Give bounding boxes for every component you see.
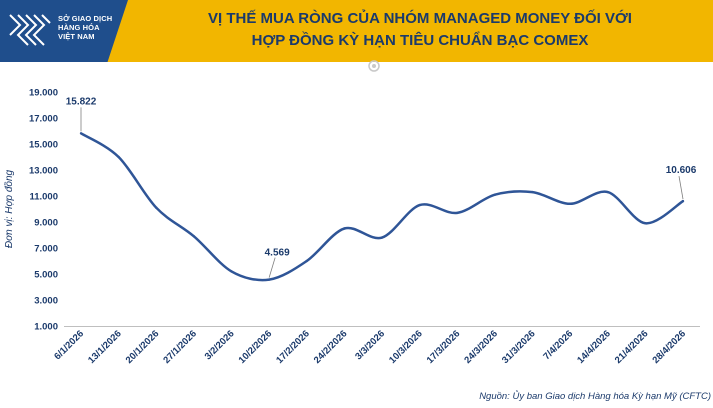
data-point [681,199,685,203]
x-tick-label: 10/3/2026 [387,328,425,366]
x-tick-label: 31/3/2026 [500,328,538,366]
data-point [230,270,233,273]
x-tick-label: 7/4/2026 [541,328,575,362]
data-point [380,236,384,239]
y-tick-label: 15.000 [29,140,58,151]
y-tick-label: 19.000 [29,88,58,99]
series-line [80,132,684,282]
data-point [155,206,158,209]
y-tick-label: 3.000 [34,296,58,307]
y-tick-label: 1.000 [34,322,58,333]
x-tick-label: 14/4/2026 [575,328,613,366]
x-tick-label: 6/1/2026 [52,328,86,362]
data-point [192,235,196,238]
y-tick-label: 7.000 [34,244,58,255]
y-tick-label: 9.000 [34,218,58,229]
x-tick-label: 21/4/2026 [613,328,651,366]
data-label: 15.822 [66,96,97,107]
x-tick-label: 10/2/2026 [237,328,275,366]
y-tick-label: 17.000 [29,114,58,125]
x-tick-label: 27/1/2026 [161,328,199,366]
data-point [644,222,647,225]
logo-mark-icon [9,14,51,46]
x-tick-label: 24/2/2026 [312,328,350,366]
data-label-leader [268,257,276,278]
header-banner: SỞ GIAO DỊCH HÀNG HÓA VIỆT NAM VỊ THẾ MU… [0,0,713,62]
title-line-2: HỢP ĐỒNG KỲ HẠN TIÊU CHUẨN BẠC COMEX [251,32,589,49]
data-point [79,132,83,135]
y-tick-label: 13.000 [29,166,58,177]
x-tick-label: 13/1/2026 [86,328,124,366]
data-point [267,278,271,281]
y-axis-label: Đơn vị: Hợp đồng [3,169,15,248]
logo-line-2: HÀNG HÓA [58,23,100,32]
title-line-1: VỊ THẾ MUA RÒNG CỦA NHÓM MANAGED MONEY Đ… [208,10,632,27]
data-point [117,155,120,159]
data-label-leader [678,176,684,200]
data-point [531,190,534,194]
x-tick-label: 3/2/2026 [203,328,237,362]
x-tick-label: 20/1/2026 [124,328,162,366]
x-tick-label: 17/2/2026 [274,328,312,366]
data-point [568,202,572,205]
logo: SỞ GIAO DỊCH HÀNG HÓA VIỆT NAM [0,0,128,62]
data-label: 10.606 [666,165,697,176]
logo-text: SỞ GIAO DỊCH HÀNG HÓA VIỆT NAM [58,14,112,41]
logo-line-3: VIỆT NAM [58,32,95,41]
y-tick-label: 5.000 [34,270,58,281]
x-tick-label: 28/4/2026 [650,328,688,366]
watermark-icon [368,60,380,72]
page-title: VỊ THẾ MUA RÒNG CỦA NHÓM MANAGED MONEY Đ… [140,8,700,52]
x-tick-label: 24/3/2026 [462,328,500,366]
data-point [456,211,459,215]
data-point [305,259,308,263]
data-point [418,203,421,207]
x-tick-label: 17/3/2026 [425,328,463,366]
x-tick-label: 3/3/2026 [353,328,387,362]
source-note: Nguồn: Ủy ban Giao dịch Hàng hóa Kỳ hạn … [479,391,711,402]
y-tick-label: 11.000 [29,192,58,203]
data-point [343,227,346,230]
logo-line-1: SỞ GIAO DỊCH [58,14,113,23]
data-point [493,193,497,196]
data-point [606,190,609,194]
data-label: 4.569 [265,248,290,259]
